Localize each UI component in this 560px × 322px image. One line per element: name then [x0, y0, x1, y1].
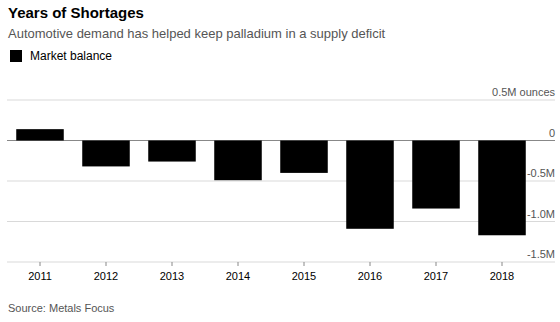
bar — [214, 141, 262, 181]
y-tick-label: -0.5M — [527, 167, 555, 179]
x-tick — [502, 262, 503, 266]
bar — [82, 141, 130, 167]
chart-svg: Years of Shortages Automotive demand has … — [0, 0, 560, 322]
x-tick-label: 2012 — [94, 270, 118, 282]
bar — [148, 141, 196, 162]
x-tick — [40, 262, 41, 266]
x-tick — [436, 262, 437, 266]
x-tick-label: 2013 — [160, 270, 184, 282]
chart-root: Years of Shortages Automotive demand has … — [0, 0, 560, 322]
y-tick-label: -1.0M — [527, 208, 555, 220]
subtitle: Automotive demand has helped keep pallad… — [8, 26, 386, 41]
bar — [478, 141, 526, 236]
x-tick — [370, 262, 371, 266]
bar — [412, 141, 460, 209]
y-tick-label: 0.5M ounces — [492, 86, 555, 98]
bar — [16, 129, 64, 140]
legend-item: Market balance — [10, 49, 112, 63]
x-tick-label: 2016 — [358, 270, 382, 282]
bar — [346, 141, 394, 229]
y-tick-label: 0 — [549, 127, 555, 139]
y-tick-label: -1.5M — [527, 248, 555, 260]
x-tick-label: 2014 — [226, 270, 250, 282]
grid-line — [7, 181, 555, 182]
x-tick-label: 2011 — [28, 270, 52, 282]
x-tick-label: 2015 — [292, 270, 316, 282]
grid-line — [7, 221, 555, 222]
grid — [7, 100, 555, 262]
bars — [16, 129, 526, 235]
x-tick — [172, 262, 173, 266]
x-tick — [106, 262, 107, 266]
grid-line — [7, 262, 555, 263]
source: Source: Metals Focus — [8, 302, 115, 314]
bar — [280, 141, 328, 173]
legend-swatch — [10, 50, 22, 62]
title: Years of Shortages — [8, 4, 144, 21]
x-tick-label: 2017 — [424, 270, 448, 282]
legend-label: Market balance — [30, 49, 112, 63]
x-tick — [238, 262, 239, 266]
x-tick-label: 2018 — [490, 270, 514, 282]
x-tick — [304, 262, 305, 266]
grid-line — [7, 100, 555, 101]
